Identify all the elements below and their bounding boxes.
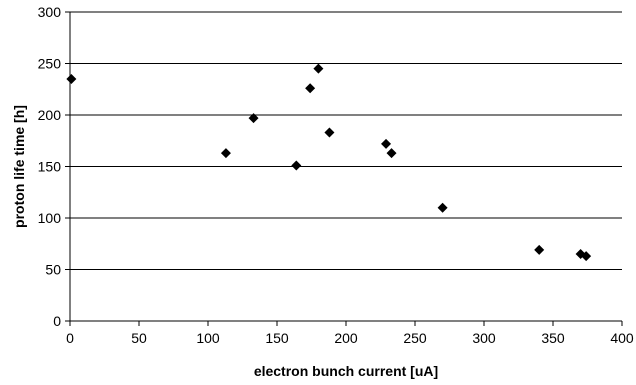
y-axis-title: proton life time [h]: [11, 105, 27, 228]
data-point: [220, 148, 231, 159]
data-point: [381, 138, 392, 149]
x-axis-title: electron bunch current [uA]: [254, 363, 438, 379]
x-tick-label: 100: [196, 330, 220, 346]
data-points: [66, 63, 592, 262]
y-tick-label: 300: [38, 4, 62, 20]
x-tick-label: 200: [334, 330, 358, 346]
data-point: [291, 160, 302, 171]
data-point: [534, 244, 545, 255]
data-point: [313, 63, 324, 74]
data-point: [437, 202, 448, 213]
x-tick-label: 250: [403, 330, 427, 346]
x-tick-label: 350: [541, 330, 565, 346]
y-tick-label: 50: [45, 262, 61, 278]
x-tick-label: 50: [131, 330, 147, 346]
data-point: [305, 83, 316, 94]
data-point: [324, 127, 335, 138]
x-tick-label: 400: [610, 330, 634, 346]
x-tick-label: 300: [472, 330, 496, 346]
gridlines: [70, 11, 622, 270]
y-tick-label: 200: [38, 107, 62, 123]
data-point: [581, 251, 592, 262]
y-tick-label: 100: [38, 210, 62, 226]
data-point: [66, 73, 77, 84]
y-tick-label: 0: [53, 313, 61, 329]
ticks: 0 50 100 150 200 250 300 0 50 100 150 200 250 300 350 4…: [38, 4, 634, 346]
data-point: [386, 148, 397, 159]
y-tick-label: 250: [38, 56, 62, 72]
x-tick-label: 0: [66, 330, 74, 346]
data-point: [248, 113, 259, 124]
x-tick-label: 150: [265, 330, 289, 346]
y-tick-label: 150: [38, 159, 62, 175]
